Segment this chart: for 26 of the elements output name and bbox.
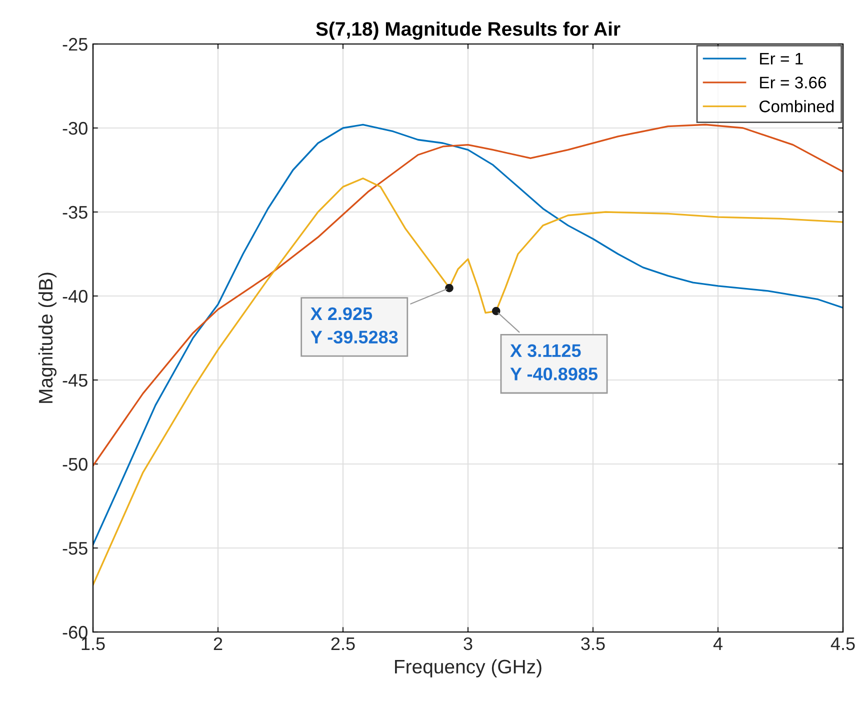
y-tick-label: -30 xyxy=(62,122,88,135)
x-tick-label: 2.5 xyxy=(331,637,355,650)
x-tick-label: 3 xyxy=(464,637,472,650)
y-axis-title: Magnitude (dB) xyxy=(38,272,56,403)
x-tick-label: 4 xyxy=(713,638,722,650)
x-tick-label: 3.5 xyxy=(581,637,605,650)
x-axis-title: Frequency (GHz) xyxy=(395,659,542,678)
y-tick-label: -60 xyxy=(62,626,88,639)
legend-label: Er = 1 xyxy=(760,52,803,64)
y-tick-label: -55 xyxy=(62,542,88,555)
legend-label: Er = 3.66 xyxy=(760,76,826,88)
line-series xyxy=(93,124,843,546)
chart-title: S(7,18) Magnitude Results for Air xyxy=(316,22,620,40)
y-tick-label: -45 xyxy=(62,374,88,387)
y-tick-label: -35 xyxy=(62,206,88,219)
x-tick-label: 4.5 xyxy=(830,638,855,650)
legend-label: Combined xyxy=(760,100,834,112)
line-series xyxy=(93,124,843,467)
y-tick-label: -50 xyxy=(62,458,88,471)
y-tick-label: -40 xyxy=(62,290,88,303)
y-tick-label: -25 xyxy=(62,38,88,51)
x-tick-label: 1.5 xyxy=(82,638,105,650)
annotation: X 2.925 Y -39.5283 xyxy=(310,307,398,344)
x-tick-label: 2 xyxy=(214,637,222,650)
annotation: X 3.1125 Y -40.8985 xyxy=(510,344,598,380)
line-series xyxy=(93,178,843,586)
